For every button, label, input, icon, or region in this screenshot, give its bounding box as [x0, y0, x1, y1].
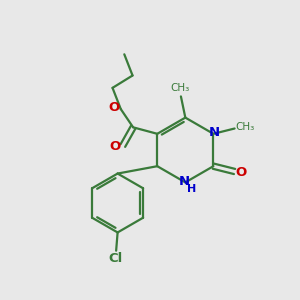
Text: CH₃: CH₃ — [235, 122, 254, 132]
Text: H: H — [187, 184, 196, 194]
Text: N: N — [179, 175, 190, 188]
Text: Cl: Cl — [108, 252, 123, 266]
Text: N: N — [209, 126, 220, 139]
Text: O: O — [108, 101, 119, 114]
Text: O: O — [236, 166, 247, 179]
Text: O: O — [110, 140, 121, 153]
Text: CH₃: CH₃ — [170, 82, 189, 93]
